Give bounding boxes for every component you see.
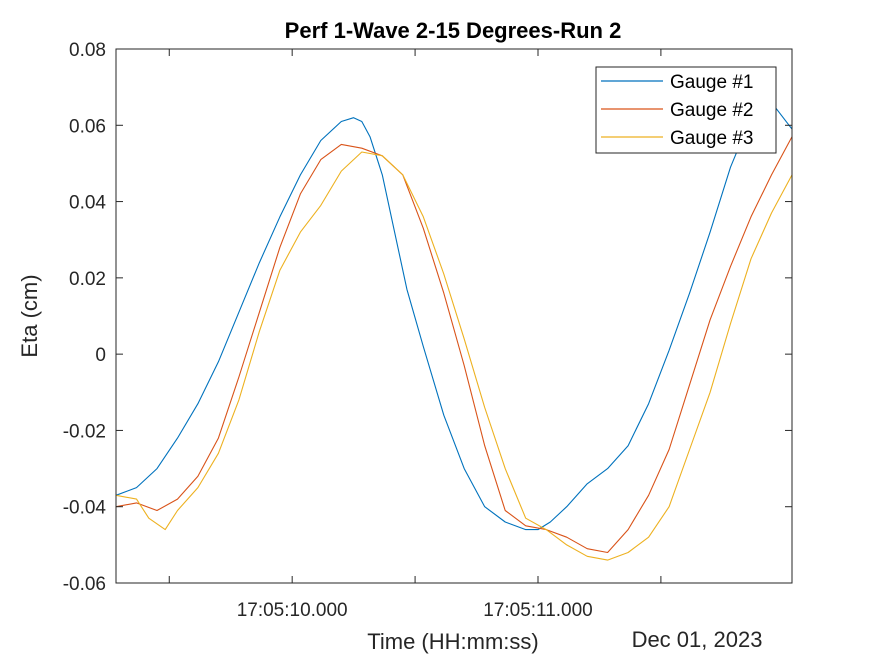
legend-label-gauge-3: Gauge #3 — [670, 128, 753, 149]
y-tick-label: -0.06 — [63, 574, 106, 595]
y-tick-label: 0.04 — [69, 193, 106, 214]
y-tick-label: 0.08 — [69, 40, 106, 61]
series-line-gauge-3 — [115, 151, 793, 561]
legend: Gauge #1 Gauge #2 Gauge #3 — [595, 66, 777, 154]
x-tick-label: 17:05:10.000 — [237, 600, 348, 621]
series-layer — [115, 101, 793, 561]
y-tick-label: 0.02 — [69, 269, 106, 290]
legend-label-gauge-2: Gauge #2 — [670, 100, 753, 121]
legend-label-gauge-1: Gauge #1 — [670, 72, 753, 93]
y-tick-label: 0 — [95, 345, 106, 366]
axes-box — [115, 48, 793, 584]
x-axis-label: Time (HH:mm:ss) — [367, 629, 539, 654]
y-axis-label: Eta (cm) — [17, 274, 42, 357]
ticks-layer: -0.06 -0.04 -0.02 0 0.02 0.04 0.06 0.08 17:05:10… — [63, 40, 792, 621]
x-tick-label: 17:05:11.000 — [483, 600, 593, 621]
date-label: Dec 01, 2023 — [632, 627, 763, 652]
y-tick-label: 0.06 — [69, 116, 106, 137]
series-line-gauge-2 — [115, 136, 793, 554]
chart-title: Perf 1-Wave 2-15 Degrees-Run 2 — [285, 18, 622, 43]
y-tick-label: -0.02 — [63, 421, 106, 442]
y-tick-label: -0.04 — [63, 498, 107, 519]
series-line-gauge-1 — [115, 101, 793, 531]
